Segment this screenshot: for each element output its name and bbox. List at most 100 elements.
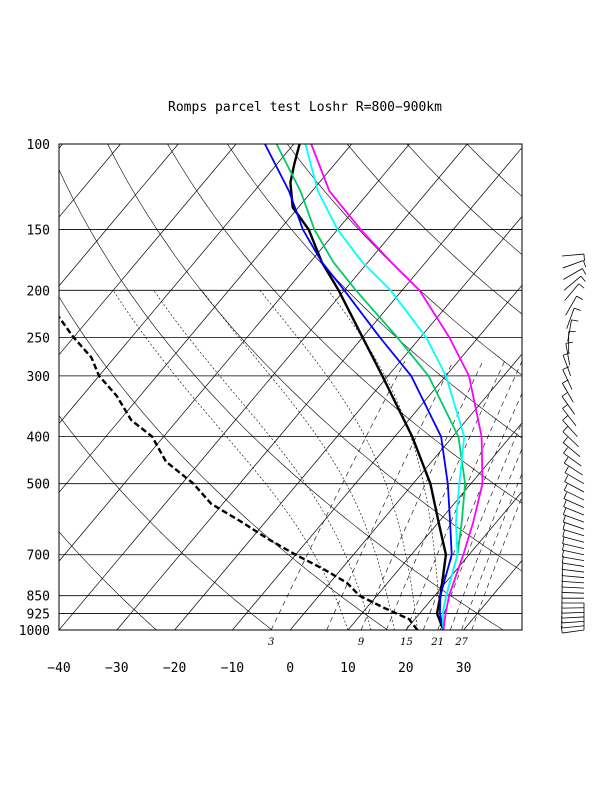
wind-barb <box>563 447 582 467</box>
wind-barb <box>563 457 583 476</box>
profile-line-6 <box>310 144 484 630</box>
wind-barb <box>561 253 585 262</box>
chart-title: Romps parcel test Loshr R=800−900km <box>168 100 442 115</box>
wind-barb <box>562 260 587 269</box>
wind-barb <box>561 596 584 604</box>
isotherm-line <box>59 144 121 218</box>
wind-barb <box>560 626 585 634</box>
isotherm-line <box>59 144 468 630</box>
wind-barb <box>562 522 585 537</box>
mixing-ratio-line <box>471 496 522 630</box>
isotherm-line <box>521 628 522 630</box>
temperature-tick-label: 30 <box>456 661 472 676</box>
pressure-tick-label: 250 <box>27 331 50 346</box>
dry-adiabat-line <box>527 144 612 630</box>
isotherm-line <box>59 144 295 425</box>
wind-barb <box>561 579 585 589</box>
wind-barb <box>561 585 585 594</box>
pressure-tick-label: 100 <box>27 138 50 153</box>
profile-line-5 <box>304 144 466 630</box>
wind-barb <box>562 529 585 543</box>
wind-barb <box>563 483 585 501</box>
dry-adiabat-line <box>59 531 157 630</box>
wind-barb <box>562 507 585 523</box>
wind-barb <box>566 307 581 329</box>
wind-barb <box>561 549 585 562</box>
wind-barb <box>564 466 585 485</box>
pressure-tick-label: 700 <box>27 549 50 564</box>
moist-adiabat-line <box>259 290 418 630</box>
wind-barbs <box>560 253 587 634</box>
pressure-tick-label: 300 <box>27 370 50 385</box>
wind-barb <box>562 415 578 437</box>
isotherm-line <box>174 215 522 630</box>
dry-adiabat-line <box>466 144 522 197</box>
wind-barb <box>562 515 585 530</box>
wind-barb <box>561 606 585 614</box>
wind-barb <box>564 475 585 493</box>
mixing-ratio-label: 3 <box>268 637 274 648</box>
pressure-tick-label: 400 <box>27 431 50 446</box>
wind-barb <box>565 341 573 366</box>
mixing-ratio-line <box>461 472 522 630</box>
wind-barb <box>563 268 587 280</box>
mixing-ratio-line <box>450 448 522 630</box>
wind-barb <box>562 403 577 427</box>
wind-barb <box>567 319 579 342</box>
wind-barb <box>563 500 585 516</box>
wind-barb <box>565 295 583 316</box>
isotherm-line <box>463 559 522 630</box>
profile-line-2 <box>59 315 419 630</box>
isotherm-line <box>59 144 237 356</box>
isotherm-line <box>579 144 612 630</box>
dry-adiabat-line <box>59 296 388 630</box>
moist-adiabat-line <box>112 290 349 630</box>
isotherm-line <box>59 144 352 493</box>
pressure-tick-label: 150 <box>27 224 50 239</box>
dry-adiabat-line <box>406 144 522 256</box>
wind-barb <box>560 621 585 629</box>
dry-adiabat-line <box>167 144 522 504</box>
wind-barb <box>562 536 585 549</box>
mixing-ratio-label: 15 <box>400 637 413 648</box>
isotherm-line <box>405 491 522 630</box>
temperature-tick-label: 10 <box>340 661 356 676</box>
temperature-tick-label: 20 <box>398 661 414 676</box>
isotherm-line <box>59 144 179 287</box>
pressure-tick-label: 200 <box>27 284 50 299</box>
isotherm-line <box>116 147 522 630</box>
dry-adiabat-line <box>107 144 522 572</box>
wind-barb <box>562 543 585 556</box>
temperature-tick-label: −10 <box>221 661 244 676</box>
wind-barb <box>564 283 585 301</box>
isotherm-line <box>347 422 522 630</box>
profile-line-1 <box>289 144 448 630</box>
temperature-tick-labels: −40 −30 −20 −10 0 10 20 30 <box>47 661 471 676</box>
moist-adiabat-line <box>201 290 395 630</box>
wind-barb <box>562 426 579 448</box>
mixing-ratio-line <box>386 361 505 630</box>
wind-barb <box>561 391 575 415</box>
temperature-tick-label: −30 <box>105 661 128 676</box>
isotherm-line <box>289 353 522 630</box>
wind-barb <box>563 492 585 508</box>
wind-barb <box>562 436 581 458</box>
wind-barb <box>561 562 585 573</box>
temperature-tick-label: 0 <box>286 661 294 676</box>
profile-series <box>59 144 484 630</box>
pressure-tick-label: 925 <box>27 608 50 623</box>
wind-barb <box>561 601 585 609</box>
mixing-ratio-label: 9 <box>358 637 365 648</box>
dry-adiabat-line <box>227 144 522 439</box>
pressure-tick-label: 850 <box>27 590 50 605</box>
profile-line-3 <box>264 144 453 630</box>
wind-barb <box>563 275 586 291</box>
mixing-ratio-line <box>270 361 406 630</box>
mixing-ratio-label: 27 <box>454 637 468 648</box>
temperature-tick-label: −20 <box>163 661 186 676</box>
background-lines <box>0 144 612 630</box>
pressure-tick-label: 500 <box>27 478 50 493</box>
isotherm-line <box>0 144 5 630</box>
